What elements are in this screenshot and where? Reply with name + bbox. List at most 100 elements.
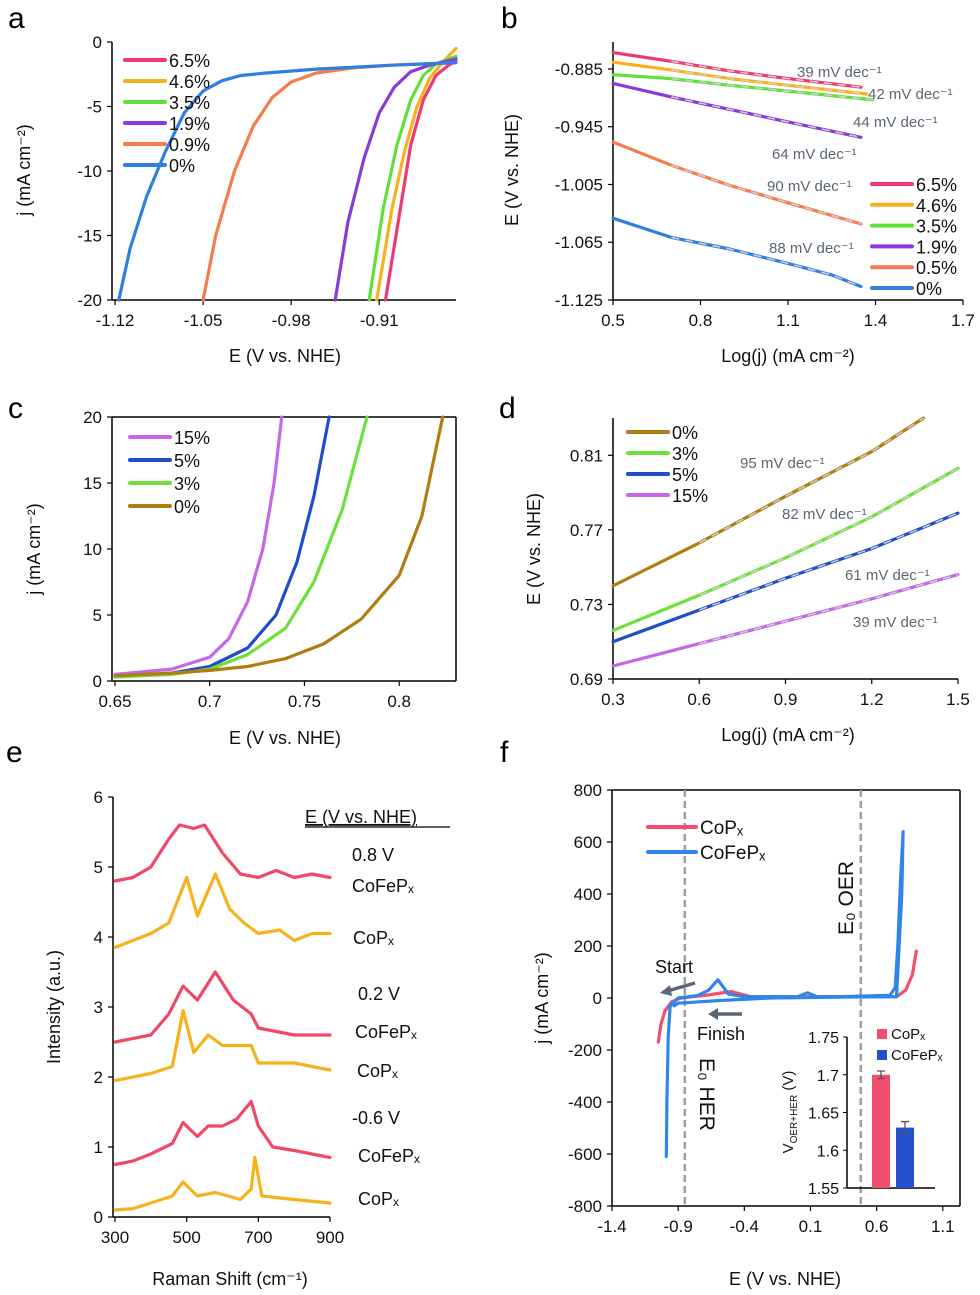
x-tick-label: 0.7 xyxy=(198,692,222,711)
series-line-spectrum-1 xyxy=(113,872,332,950)
legend-label: 0% xyxy=(174,497,200,517)
legend-label: 1.9% xyxy=(169,114,210,134)
slope-annotation: 82 mV dec⁻¹ xyxy=(782,506,867,523)
legend-label: 6.5% xyxy=(916,175,957,195)
y-tick-label: 2 xyxy=(94,1068,103,1087)
y-tick-label: -800 xyxy=(568,1197,602,1216)
legend-label: CoPₓ xyxy=(700,818,744,839)
fit-line xyxy=(671,60,861,88)
y-tick-label: 10 xyxy=(83,540,102,559)
finish-label: Finish xyxy=(697,1024,745,1044)
x-tick-label: -0.4 xyxy=(730,1217,759,1236)
y-axis-title: j (mA cm⁻²) xyxy=(532,952,552,1045)
y-tick-label: -0.945 xyxy=(555,118,603,137)
y-axis-title: Intensity (a.u.) xyxy=(44,950,64,1064)
x-axis-title: Log(j) (mA cm⁻²) xyxy=(721,346,855,366)
panel-label-d: d xyxy=(499,392,516,425)
series-line-6.5% xyxy=(383,59,458,302)
x-tick-label: -1.12 xyxy=(96,311,135,330)
y-tick-label: 0 xyxy=(94,1208,103,1227)
inset-ylabel-unit: (V) xyxy=(780,1071,797,1095)
panel-label-a: a xyxy=(8,2,25,35)
y-tick-label: 0 xyxy=(593,989,602,1008)
series-line-CoFePₓ xyxy=(664,829,905,1159)
x-tick-label: -1.05 xyxy=(184,311,223,330)
x-tick-label: 0.6 xyxy=(865,1217,889,1236)
legend-label: 0% xyxy=(916,279,942,299)
fit-line xyxy=(699,573,959,645)
fit-line xyxy=(698,417,924,544)
panel-a: -1.12 -1.05 -0.98 -0.91 0 -5 -10 -15 -20 E (V vs.… xyxy=(14,33,458,366)
y-tick-label: -20 xyxy=(77,291,102,310)
y-tick-label: 200 xyxy=(574,937,602,956)
x-tick-label: 0.75 xyxy=(288,692,321,711)
fit-line xyxy=(699,467,959,596)
fit-line xyxy=(671,77,873,101)
legend-label: CoFePₓ xyxy=(700,843,766,864)
panel-d: 0.3 0.6 0.9 1.2 1.5 0.81 0.77 0.73 0.69 Log(j) (m… xyxy=(524,416,970,745)
y-axis-title: E (V vs. NHE) xyxy=(524,493,544,605)
y-tick-label: -1.125 xyxy=(555,291,603,310)
inset-ylabel-sub: OER+HER xyxy=(789,1095,800,1144)
y-tick-label: -200 xyxy=(568,1041,602,1060)
legend-label: 5% xyxy=(174,451,200,471)
x-tick-label: 0.8 xyxy=(387,692,411,711)
inset-bar-chart: 1.75 1.7 1.65 1.6 1.55 VOER+HER (V) CoPₓ CoFePₓ xyxy=(780,1026,943,1198)
panel-b: 0.5 0.8 1.1 1.4 1.7 -0.885 -0.945 -1.005 -1.065 -… xyxy=(502,42,975,366)
y-tick-label: -600 xyxy=(568,1145,602,1164)
legend-label: 15% xyxy=(174,428,210,448)
series-line-5% xyxy=(113,415,331,679)
legend-label: 5% xyxy=(672,465,698,485)
potential-label: 0.8 V xyxy=(352,845,394,865)
legend-label: 4.6% xyxy=(169,72,210,92)
series-line-spectrum-2 xyxy=(113,970,332,1044)
legend-label: 15% xyxy=(672,486,708,506)
x-axis-title: E (V vs. NHE) xyxy=(229,346,341,366)
x-tick-label: 1.7 xyxy=(951,311,975,330)
panel-label-f: f xyxy=(500,736,509,769)
series-line-spectrum-5 xyxy=(113,1155,332,1212)
x-tick-label: 1.2 xyxy=(860,690,884,709)
y-tick-label: 4 xyxy=(94,928,103,947)
panel-label-c: c xyxy=(8,392,23,425)
fit-line xyxy=(671,164,862,225)
y-tick-label: 5 xyxy=(93,606,102,625)
panel-e: 300 500 700 900 6 5 4 3 2 1 0 Raman Shift (cm⁻¹) Int… xyxy=(44,788,450,1289)
x-tick-label: 900 xyxy=(316,1228,344,1247)
series-label: CoFePₓ xyxy=(352,876,414,896)
inset-legend-label: CoFePₓ xyxy=(891,1047,943,1064)
y-tick-label: 0.73 xyxy=(570,595,603,614)
legend-label: 3% xyxy=(174,474,200,494)
x-tick-label: 700 xyxy=(244,1228,272,1247)
y-tick-label: 0.69 xyxy=(570,670,603,689)
fit-line xyxy=(671,69,867,95)
slope-annotation: 64 mV dec⁻¹ xyxy=(772,146,857,163)
y-axis-title: j (mA cm⁻²) xyxy=(24,503,44,596)
y-tick-label: 600 xyxy=(574,833,602,852)
x-tick-label: 1.1 xyxy=(776,311,800,330)
inset-bar-1 xyxy=(896,1127,914,1188)
start-arrow-head xyxy=(660,985,672,996)
y-tick-label: -1.065 xyxy=(555,233,603,252)
y-tick-label: -10 xyxy=(77,162,102,181)
series-line-15% xyxy=(113,415,284,677)
y-tick-label: -5 xyxy=(87,98,102,117)
slope-annotation: 61 mV dec⁻¹ xyxy=(845,567,930,584)
y-tick-label: 800 xyxy=(574,781,602,800)
x-tick-label: -0.91 xyxy=(360,311,399,330)
x-axis-title: E (V vs. NHE) xyxy=(229,728,341,748)
series-line-0% xyxy=(113,415,445,678)
y-axis-title: j (mA cm⁻²) xyxy=(14,124,34,217)
legend-label: 4.6% xyxy=(916,196,957,216)
series-line-spectrum-4 xyxy=(113,1099,332,1167)
y-tick-label: 1 xyxy=(94,1138,103,1157)
y-tick-label: 0.81 xyxy=(570,446,603,465)
series-line-spectrum-0 xyxy=(113,823,332,883)
series-line-1.9% xyxy=(333,57,458,302)
series-label: CoFePₓ xyxy=(358,1146,420,1166)
x-tick-label: 0.9 xyxy=(774,690,798,709)
y-tick-label: 0 xyxy=(93,33,102,52)
y-axis-title: E (V vs. NHE) xyxy=(502,114,522,226)
x-tick-label: -0.98 xyxy=(272,311,311,330)
